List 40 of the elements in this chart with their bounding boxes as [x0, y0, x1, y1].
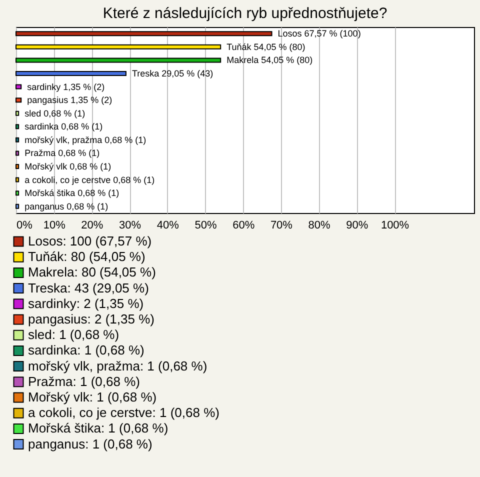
data-label: mořský vlk, pražma 0,68 % (1) — [24, 134, 146, 145]
x-tick-label: 40% — [156, 220, 180, 232]
legend-label: panganus: 1 (0,68 %) — [28, 436, 152, 452]
x-tick-label: 60% — [232, 220, 255, 232]
data-label: Mořský vlk 0,68 % (1) — [24, 162, 112, 172]
data-label: sardinka 0,68 % (1) — [24, 122, 103, 132]
data-label: Losos 67,57 % (100) — [278, 28, 361, 39]
legend-label: Mořský vlk: 1 (0,68 %) — [28, 390, 157, 404]
x-tick-label: 100% — [380, 220, 410, 232]
data-label: Pražma 0,68 % (1) — [24, 148, 100, 158]
data-label: Tuňák 54,05 % (80) — [226, 42, 306, 52]
x-tick-label: 80% — [308, 220, 331, 232]
data-label: panganus 0,68 % (1) — [24, 201, 108, 212]
data-label: sled 0,68 % (1) — [24, 108, 86, 118]
data-label: sardinky 1,35 % (2) — [27, 82, 105, 92]
legend-label: sled: 1 (0,68 %) — [28, 327, 120, 342]
legend-label: Losos: 100 (67,57 %) — [28, 234, 152, 248]
x-tick-label: 50% — [194, 220, 217, 232]
legend-label: Mořská štika: 1 (0,68 %) — [28, 420, 168, 436]
x-tick-label: 0% — [16, 220, 33, 232]
legend-label: Treska: 43 (29,05 %) — [28, 280, 149, 296]
legend-label: a cokoli, co je cerstve: 1 (0,68 %) — [28, 405, 220, 420]
x-tick-label: 70% — [270, 220, 293, 232]
legend-label: pangasius: 2 (1,35 %) — [28, 312, 154, 326]
data-label: Treska 29,05 % (43) — [132, 68, 214, 78]
data-label: Mořská štika 0,68 % (1) — [24, 188, 120, 198]
x-tick-label: 10% — [43, 220, 66, 232]
data-label: a cokoli, co je cerstve 0,68 % (1) — [24, 174, 155, 185]
legend-label: Makrela: 80 (54,05 %) — [28, 264, 156, 280]
legend-label: Pražma: 1 (0,68 %) — [28, 374, 140, 389]
chart-title: Které z následujících ryb upřednostňujete? — [102, 5, 388, 22]
legend-label: sardinky: 2 (1,35 %) — [28, 296, 144, 311]
x-tick-label: 20% — [81, 220, 104, 232]
data-label: Makrela 54,05 % (80) — [226, 55, 313, 66]
legend-label: Tuňák: 80 (54,05 %) — [28, 249, 146, 264]
x-tick-label: 30% — [119, 220, 142, 232]
legend-label: sardinka: 1 (0,68 %) — [28, 342, 144, 358]
legend-label: mořský vlk, pražma: 1 (0,68 %) — [28, 358, 208, 374]
x-tick-label: 90% — [346, 220, 368, 232]
data-label: pangasius 1,35 % (2) — [27, 95, 112, 106]
